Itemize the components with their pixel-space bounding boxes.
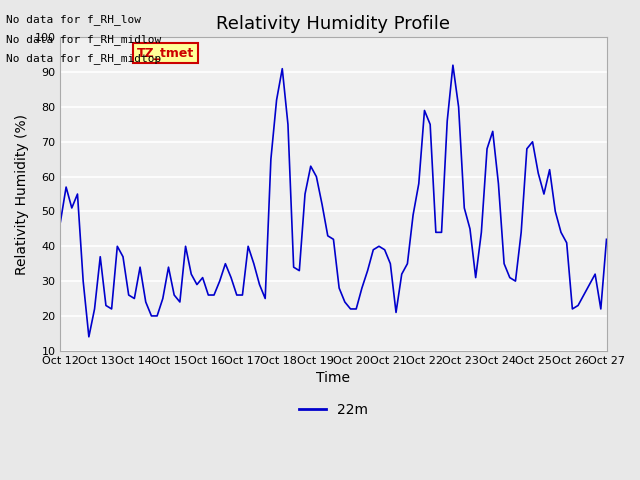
- Text: No data for f_RH_midlow: No data for f_RH_midlow: [6, 34, 162, 45]
- Legend: 22m: 22m: [293, 397, 374, 422]
- X-axis label: Time: Time: [316, 371, 351, 385]
- Title: Relativity Humidity Profile: Relativity Humidity Profile: [216, 15, 451, 33]
- Text: TZ_tmet: TZ_tmet: [137, 47, 194, 60]
- Y-axis label: Relativity Humidity (%): Relativity Humidity (%): [15, 114, 29, 275]
- Text: No data for f_RH_low: No data for f_RH_low: [6, 14, 141, 25]
- Text: No data for f_RH_midtop: No data for f_RH_midtop: [6, 53, 162, 64]
